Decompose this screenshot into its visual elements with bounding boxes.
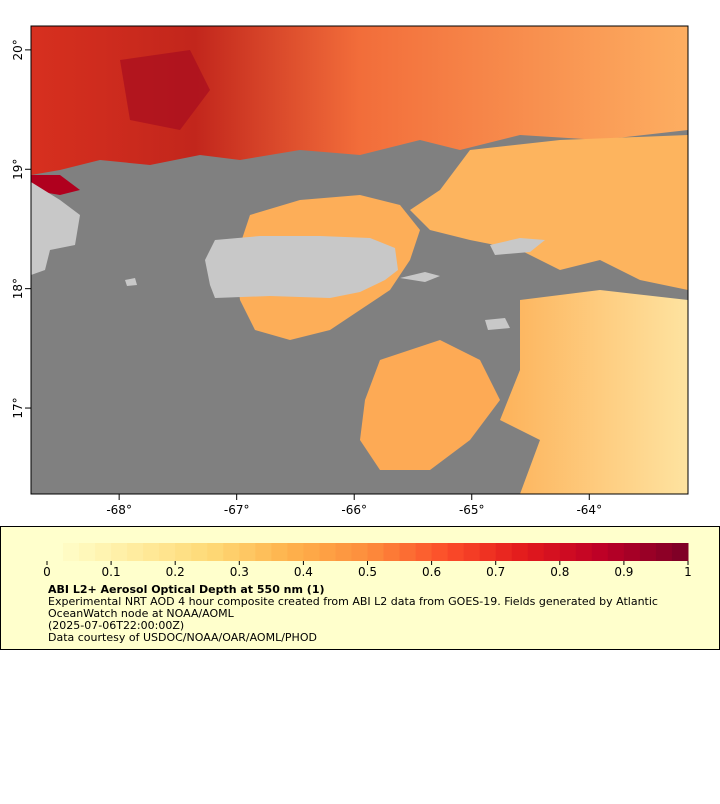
color-step — [239, 543, 256, 561]
color-step — [47, 543, 64, 561]
color-step — [95, 543, 112, 561]
color-step — [79, 543, 96, 561]
color-step — [543, 543, 561, 561]
color-step — [639, 543, 657, 561]
colorbar-tick-label: 0.9 — [614, 565, 633, 579]
legend-lines: Experimental NRT AOD 4 hour composite cr… — [48, 595, 658, 644]
legend-line: (2025-07-06T22:00:00Z) — [48, 619, 184, 632]
color-step — [287, 543, 304, 561]
colorbar-tick-label: 1 — [684, 565, 692, 579]
color-step — [143, 543, 160, 561]
color-step — [479, 543, 497, 561]
color-step — [127, 543, 144, 561]
x-tick-label: -67° — [224, 503, 250, 517]
y-tick-label: 18° — [11, 278, 25, 299]
color-step — [191, 543, 208, 561]
color-step — [431, 543, 449, 561]
colorbar-tick-label: 0.1 — [102, 565, 121, 579]
aerosol-field — [500, 290, 688, 494]
color-step — [63, 543, 80, 561]
legend-line: Experimental NRT AOD 4 hour composite cr… — [48, 595, 658, 608]
color-step — [591, 543, 609, 561]
colorbar-tick-label: 0.7 — [486, 565, 505, 579]
color-step — [495, 543, 513, 561]
color-step — [415, 543, 433, 561]
axes: -68° -67° -66° -65° -64° 17° 18° 19° 20° — [11, 39, 602, 517]
color-step — [623, 543, 641, 561]
land — [125, 278, 137, 286]
color-step — [351, 543, 368, 561]
aerosol-field — [360, 340, 500, 470]
color-step — [223, 543, 240, 561]
land — [490, 238, 545, 255]
colorbar-tick-label: 0.6 — [422, 565, 441, 579]
color-step — [511, 543, 529, 561]
color-step — [335, 543, 352, 561]
land — [400, 272, 440, 282]
color-step — [655, 543, 673, 561]
aerosol-field — [410, 135, 688, 290]
land — [485, 318, 510, 330]
color-step — [303, 543, 320, 561]
color-step — [463, 543, 481, 561]
map-frame — [30, 25, 689, 495]
color-step — [367, 543, 385, 561]
color-step — [527, 543, 545, 561]
land — [31, 182, 80, 275]
colorbar-tick-label: 0.4 — [294, 565, 313, 579]
color-step — [671, 543, 689, 561]
colorbar-tick-label: 0 — [43, 565, 51, 579]
color-step — [575, 543, 593, 561]
color-step — [383, 543, 401, 561]
color-step — [255, 543, 272, 561]
color-step — [399, 543, 417, 561]
color-step — [271, 543, 288, 561]
color-step — [111, 543, 128, 561]
color-step — [607, 543, 625, 561]
legend-line: OceanWatch node at NOAA/AOML — [48, 607, 235, 620]
x-tick-label: -66° — [341, 503, 367, 517]
colorbar-tick-label: 0.2 — [166, 565, 185, 579]
y-tick-label: 17° — [11, 397, 25, 418]
y-tick-label: 20° — [11, 39, 25, 60]
color-step — [207, 543, 224, 561]
color-step — [175, 543, 192, 561]
color-step — [319, 543, 336, 561]
x-tick-label: -68° — [106, 503, 132, 517]
color-step — [447, 543, 465, 561]
colorbar-tick-label: 0.5 — [358, 565, 377, 579]
colorbar-tick-label: 0.3 — [230, 565, 249, 579]
aerosol-field — [120, 50, 210, 130]
colorbar-tick-label: 0.8 — [550, 565, 569, 579]
land — [205, 236, 398, 298]
color-step — [559, 543, 577, 561]
color-step — [159, 543, 176, 561]
legend-title: ABI L2+ Aerosol Optical Depth at 550 nm … — [48, 583, 325, 596]
legend-line: Data courtesy of USDOC/NOAA/OAR/AOML/PHO… — [48, 631, 317, 644]
x-tick-label: -64° — [576, 503, 602, 517]
colorbar: 0 0.1 0.2 0.3 0.4 0.5 0.6 0.7 0.8 0.9 1 — [43, 543, 692, 579]
map-field — [31, 26, 688, 494]
x-tick-label: -65° — [459, 503, 485, 517]
y-tick-label: 19° — [11, 159, 25, 180]
